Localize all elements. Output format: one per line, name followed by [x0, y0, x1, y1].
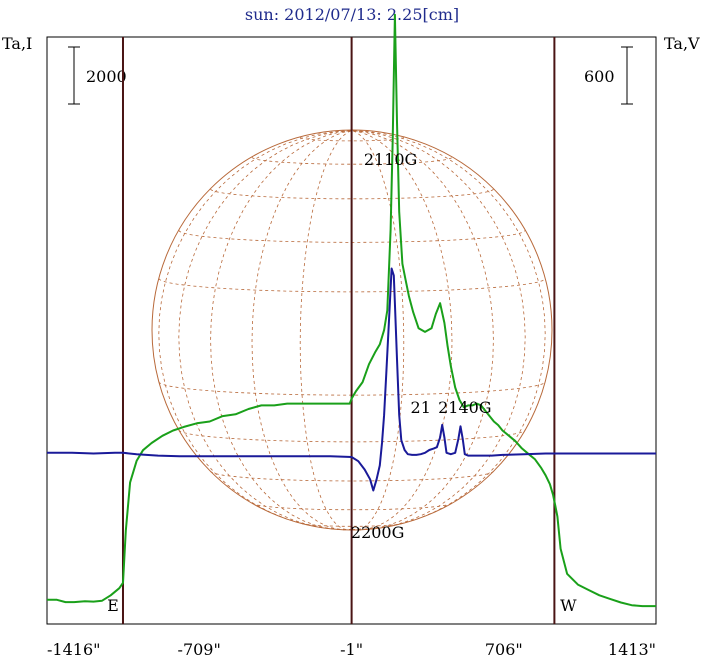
field-annotation: 2110G [364, 150, 418, 169]
right-axis-label: Ta,V [664, 34, 700, 53]
x-tick-label: 706" [485, 640, 523, 659]
limb-label: W [560, 596, 577, 615]
longitude-line [351, 130, 453, 531]
limb-label: E [107, 596, 119, 615]
longitude-line [158, 130, 353, 530]
latitude-line [299, 522, 405, 527]
field-annotation: 2140G [438, 398, 492, 417]
x-tick-label: -1" [340, 640, 363, 659]
series-group [47, 13, 656, 608]
longitude-line [299, 130, 353, 531]
longitude-line [351, 130, 526, 530]
left-axis-label: Ta,I [2, 34, 32, 53]
longitude-line [351, 130, 405, 531]
x-tick-label: -1416" [47, 640, 100, 659]
longitude-line [351, 130, 494, 531]
x-tick-label: -709" [178, 640, 221, 659]
annotations: 2110G 21 2140G 2200G [351, 150, 492, 542]
scale-bar-left-label: 2000 [86, 67, 127, 86]
longitude-line [210, 130, 353, 531]
longitude-line [251, 130, 353, 531]
chart-title: sun: 2012/07/13: 2.25[cm] [245, 5, 459, 24]
field-annotation: 21 [411, 398, 431, 417]
longitude-line [178, 130, 353, 530]
longitude-line [351, 130, 546, 530]
x-axis-ticks: -1416" -709" -1" 706" 1413" [47, 640, 656, 659]
scale-bar-right-label: 600 [584, 67, 615, 86]
series-stokes-i [47, 13, 656, 608]
x-tick-label: 1413" [608, 640, 656, 659]
series-stokes-v [47, 267, 656, 492]
scale-bar-left: 2000 [68, 46, 127, 105]
field-annotation: 2200G [351, 523, 405, 542]
scale-bar-right: 600 [584, 46, 633, 105]
